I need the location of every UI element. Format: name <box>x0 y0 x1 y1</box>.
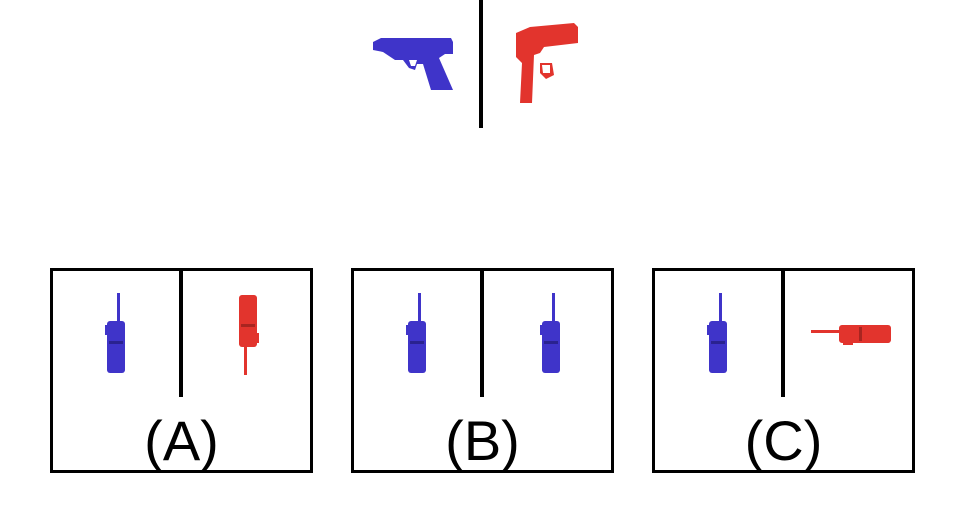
option-a[interactable]: (A) <box>50 268 313 473</box>
walkie-talkie-icon <box>705 293 731 375</box>
option-c[interactable]: (C) <box>652 268 915 473</box>
option-b[interactable]: (B) <box>351 268 614 473</box>
option-c-divider <box>781 271 785 397</box>
option-a-divider <box>179 271 183 397</box>
pistol-icon <box>516 23 580 105</box>
option-b-divider <box>480 271 484 397</box>
example-divider <box>479 0 483 128</box>
walkie-talkie-icon <box>538 293 564 375</box>
option-label: (B) <box>445 409 520 472</box>
walkie-talkie-icon <box>404 293 430 375</box>
option-label: (C) <box>744 409 823 472</box>
pistol-icon <box>373 34 457 94</box>
walkie-talkie-icon <box>235 293 261 375</box>
option-label: (A) <box>144 409 219 472</box>
walkie-talkie-icon <box>103 293 129 375</box>
walkie-talkie-icon <box>811 321 893 347</box>
